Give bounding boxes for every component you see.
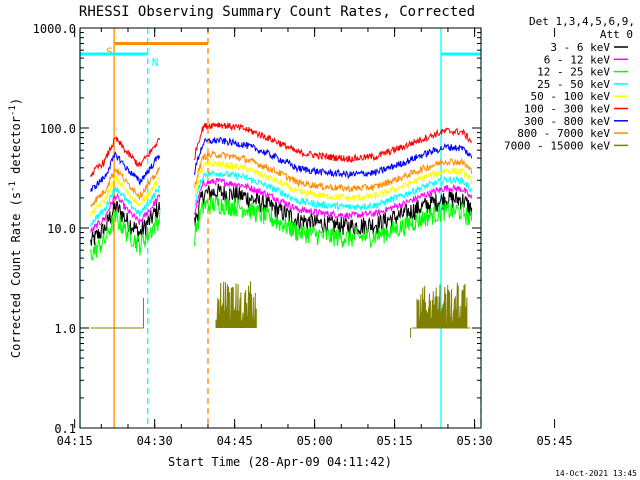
series-line [90,209,161,261]
series-line [194,195,473,248]
legend-entry-label: 7000 - 15000 keV [504,139,610,152]
status-band-label: N [152,56,159,69]
y-axis-ticks: 0.1 1.0 10.0 100.0 1000.0 [33,22,481,436]
series-line [194,177,473,220]
series-line [194,149,473,193]
series-line [90,185,161,227]
series-line [90,200,161,246]
series-line [194,169,473,212]
legend-header-line-1: Det 1,3,4,5,6,9, [529,15,635,28]
series-line [194,136,473,180]
series-line [90,136,161,177]
legend-entry-label: 50 - 100 keV [531,90,611,103]
series-line-highenergy-burst [215,281,257,329]
x-axis-ticks: 04:15 04:30 04:45 05:00 05:15 05:30 05:45 [57,28,573,448]
x-tick-label: 05:45 [537,434,573,448]
generation-timestamp: 14-Oct-2021 13:45 [555,469,637,478]
legend-entry-label: 25 - 50 keV [537,78,610,91]
series-line [90,166,161,208]
x-tick-label: 05:00 [297,434,333,448]
series-line [194,183,473,238]
series-line [90,175,161,218]
plot-frame [79,27,482,429]
y-tick-label: 1000.0 [33,22,76,36]
legend-entry-label: 800 - 7000 keV [517,127,610,140]
series-line [194,122,473,163]
x-tick-label: 04:15 [57,434,93,448]
attenuator-markers [79,28,482,428]
series-lines [90,122,473,338]
x-tick-label: 04:30 [137,434,173,448]
legend-entry-label: 3 - 6 keV [550,41,610,54]
chart-title: RHESSI Observing Summary Count Rates, Co… [79,4,475,20]
legend-entry-label: 100 - 300 keV [524,103,610,116]
series-line [90,152,161,192]
legend-header-line-2: Att 0 [600,28,633,41]
y-tick-label: 1.0 [54,322,76,336]
series-line-highenergy-burst [416,282,468,329]
y-tick-label: 100.0 [40,122,76,136]
legend-entry-label: 6 - 12 keV [544,53,611,66]
x-axis-label: Start Time (28-Apr-09 04:11:42) [168,455,392,469]
y-tick-label: 0.1 [54,422,76,436]
series-line [90,193,161,233]
y-axis-label: Corrected Count Rate (s-1 detector-1) [8,98,23,358]
y-tick-label: 10.0 [47,222,76,236]
series-line [194,159,473,202]
legend-entry-label: 12 - 25 keV [537,66,610,79]
x-tick-label: 05:30 [457,434,493,448]
legend-entry-label: 300 - 800 keV [524,115,610,128]
status-band-label: S [106,45,113,58]
status-bands: SN [80,41,481,69]
x-tick-label: 05:15 [377,434,413,448]
x-tick-label: 04:45 [217,434,253,448]
